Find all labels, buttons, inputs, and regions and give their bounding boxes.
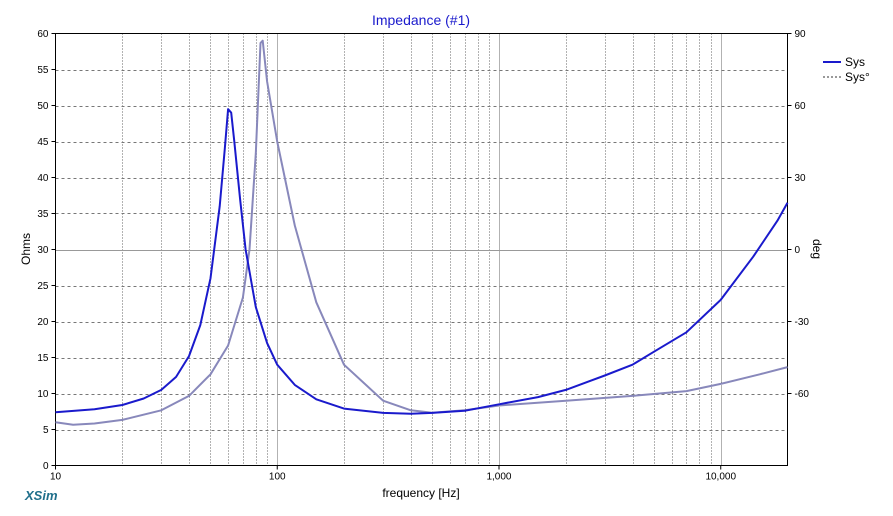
y2-tick-label: -30 [795,317,810,328]
y2-tick-label: 90 [795,29,807,40]
chart-title: Impedance (#1) [372,12,470,28]
legend: Sys Sys° [823,55,870,84]
tick-labels: 10 100 1,000 10,000 0 5 10 15 20 25 30 35 40 45 50 55 60… [37,29,809,483]
y-tick-label: 50 [37,101,49,112]
y-tick-label: 10 [37,389,49,400]
y-tick-label: 45 [37,137,49,148]
y-tick-label: 5 [43,425,49,436]
y-tick-label: 60 [37,29,49,40]
x-tick-label: 100 [269,472,286,483]
plot-frame [55,33,788,466]
legend-label-sys-phase: Sys° [845,70,870,84]
y-tick-label: 30 [37,245,49,256]
y-tick-label: 20 [37,317,49,328]
y-axis-label: Ohms [19,233,33,265]
y2-tick-label: 60 [795,101,807,112]
series-layer [55,39,789,426]
y2-axis-label: deg [810,239,824,259]
y-tick-label: 0 [43,461,49,472]
y2-tick-label: 30 [795,173,807,184]
y2-tick-label: -60 [795,389,810,400]
x-tick-label: 1,000 [486,472,511,483]
y-tick-label: 25 [37,281,49,292]
y-tick-label: 40 [37,173,49,184]
x-tick-label: 10 [50,472,62,483]
x-tick-label: 10,000 [705,472,736,483]
y-tick-label: 15 [37,353,49,364]
y-tick-label: 35 [37,209,49,220]
xsim-brand: XSim [24,488,58,503]
series-line-sys-phase [55,39,788,426]
grid [55,33,788,466]
y2-tick-label: 0 [795,245,801,256]
y-tick-label: 55 [37,65,49,76]
series-line-sys [55,108,789,415]
legend-label-sys: Sys [845,55,865,69]
x-axis-label: frequency [Hz] [382,486,459,500]
